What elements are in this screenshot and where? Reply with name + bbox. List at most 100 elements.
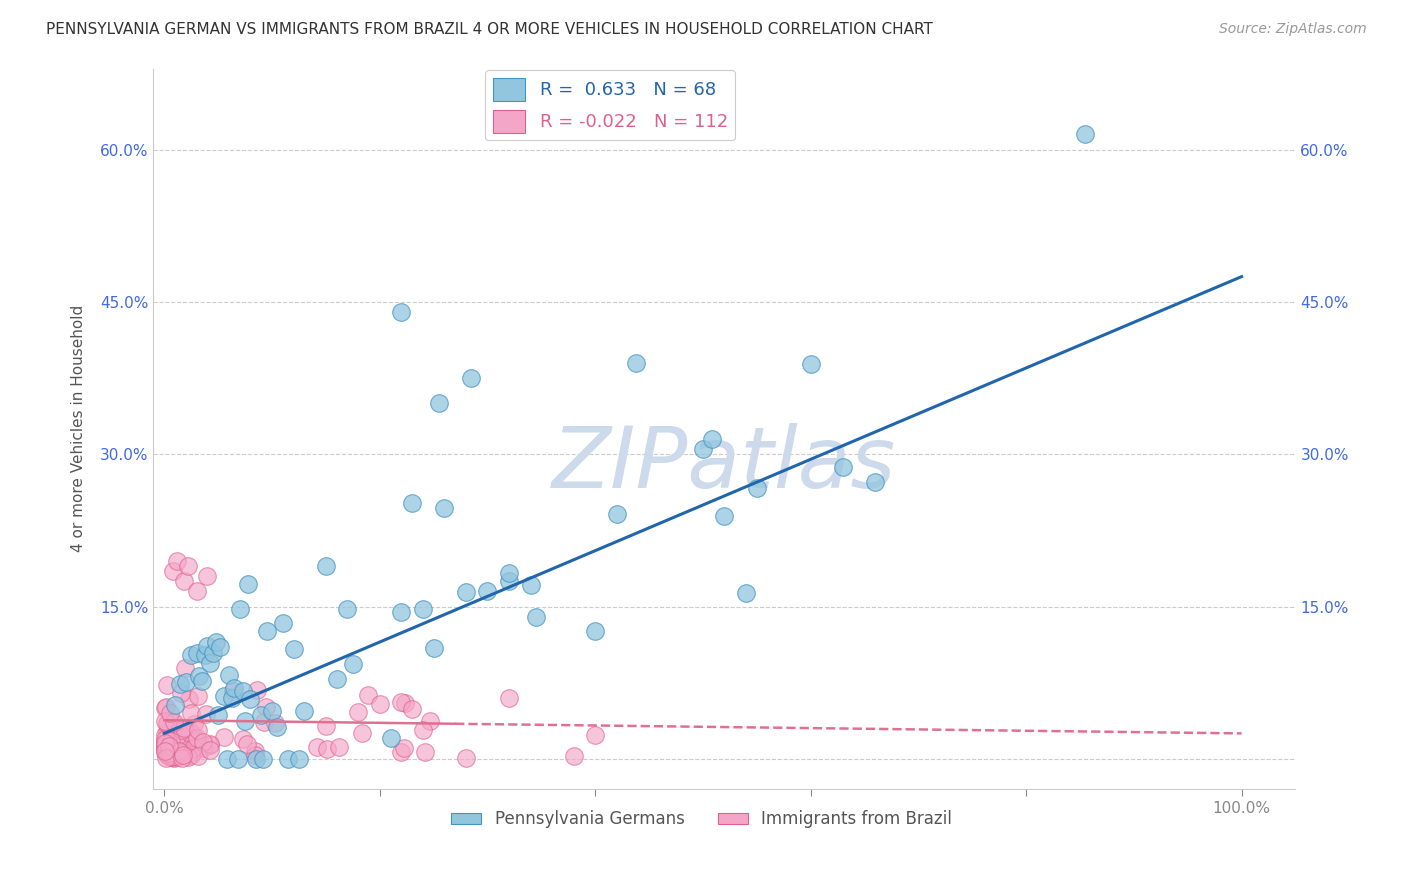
Point: [305, 739, 328, 754]
Point: [156, 731, 179, 746]
Point: [186, 731, 208, 745]
Point: [155, 750, 177, 764]
Point: [422, 641, 444, 656]
Point: [389, 605, 412, 619]
Point: [157, 742, 180, 756]
Point: [277, 752, 299, 766]
Point: [155, 733, 177, 747]
Point: [155, 745, 177, 759]
Point: [368, 698, 391, 712]
Point: [180, 706, 202, 720]
Point: [165, 746, 187, 760]
Point: [157, 739, 180, 754]
Point: [236, 737, 259, 751]
Point: [477, 583, 499, 598]
Point: [250, 707, 273, 722]
Point: [243, 744, 266, 758]
Point: [174, 743, 197, 757]
Text: Source: ZipAtlas.com: Source: ZipAtlas.com: [1219, 22, 1367, 37]
Point: [163, 715, 186, 730]
Point: [163, 698, 186, 712]
Point: [454, 751, 477, 765]
Point: [283, 641, 305, 656]
Point: [212, 730, 235, 744]
Point: [198, 657, 221, 671]
Point: [195, 706, 218, 721]
Point: [228, 602, 250, 616]
Point: [336, 602, 359, 616]
Point: [832, 460, 855, 475]
Point: [155, 714, 177, 728]
Point: [239, 692, 262, 706]
Point: [700, 432, 723, 446]
Point: [256, 624, 278, 639]
Y-axis label: 4 or more Vehicles in Household: 4 or more Vehicles in Household: [72, 305, 86, 552]
Point: [176, 747, 198, 761]
Point: [156, 733, 179, 747]
Point: [800, 358, 823, 372]
Point: [157, 723, 180, 738]
Point: [245, 752, 267, 766]
Point: [181, 740, 204, 755]
Point: [159, 748, 181, 763]
Point: [498, 566, 520, 581]
Point: [419, 714, 441, 728]
Point: [194, 648, 217, 662]
Point: [233, 714, 256, 728]
Point: [172, 748, 194, 763]
Point: [163, 751, 186, 765]
Point: [160, 749, 183, 764]
Point: [288, 752, 311, 766]
Point: [187, 669, 209, 683]
Point: [180, 747, 202, 762]
Point: [433, 500, 456, 515]
Point: [162, 564, 184, 578]
Point: [155, 744, 177, 758]
Point: [162, 748, 184, 763]
Point: [166, 744, 188, 758]
Point: [401, 496, 423, 510]
Point: [174, 674, 197, 689]
Point: [201, 646, 224, 660]
Point: [260, 704, 283, 718]
Point: [170, 723, 193, 737]
Point: [412, 723, 434, 738]
Point: [315, 559, 337, 574]
Point: [172, 751, 194, 765]
Point: [328, 740, 350, 755]
Point: [183, 717, 205, 731]
Point: [389, 305, 412, 319]
Point: [212, 689, 235, 703]
Point: [224, 681, 246, 696]
Point: [191, 740, 214, 755]
Point: [160, 744, 183, 758]
Text: PENNSYLVANIA GERMAN VS IMMIGRANTS FROM BRAZIL 4 OR MORE VEHICLES IN HOUSEHOLD CO: PENNSYLVANIA GERMAN VS IMMIGRANTS FROM B…: [46, 22, 934, 37]
Point: [325, 672, 347, 686]
Point: [207, 707, 229, 722]
Point: [243, 747, 266, 762]
Point: [177, 558, 200, 573]
Point: [238, 577, 260, 591]
Point: [155, 736, 177, 750]
Point: [519, 578, 541, 592]
Point: [524, 609, 547, 624]
Point: [195, 639, 218, 653]
Point: [218, 668, 240, 682]
Point: [735, 586, 758, 600]
Point: [170, 731, 193, 745]
Point: [226, 752, 249, 766]
Point: [155, 728, 177, 742]
Point: [177, 749, 200, 764]
Point: [181, 745, 204, 759]
Legend: Pennsylvania Germans, Immigrants from Brazil: Pennsylvania Germans, Immigrants from Br…: [444, 804, 959, 835]
Point: [186, 584, 208, 599]
Point: [583, 624, 606, 638]
Point: [865, 475, 887, 489]
Point: [170, 685, 193, 699]
Point: [264, 715, 287, 730]
Point: [173, 574, 195, 588]
Point: [167, 750, 190, 764]
Point: [155, 716, 177, 731]
Point: [155, 731, 177, 746]
Point: [166, 554, 188, 568]
